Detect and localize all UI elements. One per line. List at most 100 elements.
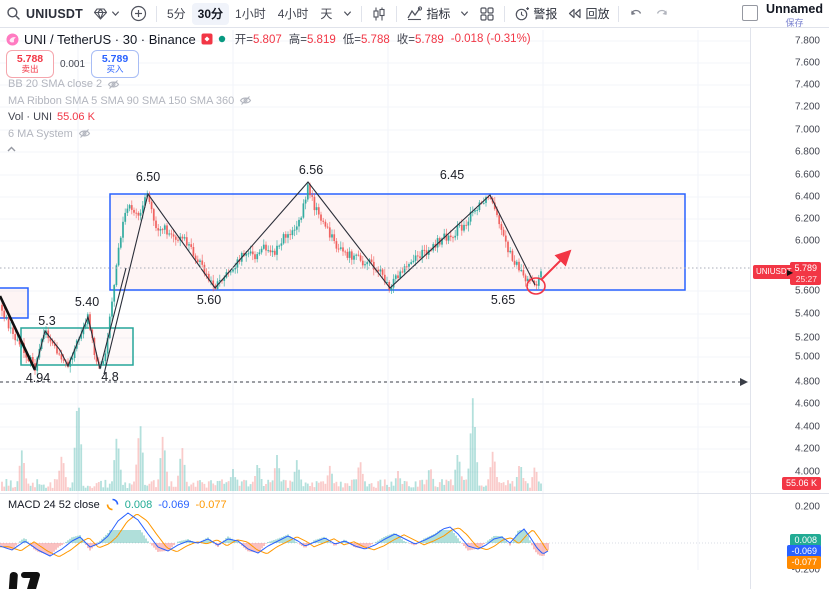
chevron-down-icon[interactable] xyxy=(455,3,474,25)
eye-off-icon[interactable] xyxy=(239,95,252,106)
chart-label-5.60: 5.60 xyxy=(197,293,221,307)
toolbar-separator xyxy=(155,5,157,22)
buy-button[interactable]: 5.789 买入 xyxy=(91,50,140,78)
layout-grid-button[interactable] xyxy=(474,3,500,25)
axis-tick: 4.800 xyxy=(794,376,820,388)
ohlc-label: 收= xyxy=(396,34,415,46)
symbol-axis-badge: UNIUSDT xyxy=(753,265,795,279)
chart-label-6.56: 6.56 xyxy=(299,163,323,177)
candles-icon xyxy=(371,6,387,22)
indicator-row[interactable]: Vol · UNI 55.06 K xyxy=(8,109,252,126)
indicator-row[interactable]: 6 MA System xyxy=(8,126,252,143)
exchange-icon xyxy=(201,33,213,45)
axis-tick: 5.200 xyxy=(794,332,820,344)
macd-title[interactable]: MACD 24 52 close xyxy=(8,498,100,511)
eye-off-icon[interactable] xyxy=(107,79,120,90)
axis-tick: 4.200 xyxy=(794,443,820,455)
indicator-row[interactable]: MA Ribbon SMA 5 SMA 90 SMA 150 SMA 360 xyxy=(8,93,252,110)
grid-layout-icon xyxy=(479,6,495,22)
axis-tick: 7.200 xyxy=(794,101,820,113)
indicator-legend: BB 20 SMA close 2 MA Ribbon SMA 5 SMA 90 … xyxy=(8,76,252,142)
undo-icon xyxy=(628,7,644,21)
indicator-title: BB 20 SMA close 2 xyxy=(8,78,103,91)
timeframe-button-5分[interactable]: 5分 xyxy=(166,7,186,21)
logo-watermark xyxy=(6,571,50,589)
toolbar-separator xyxy=(618,5,620,22)
axis-tick: 6.200 xyxy=(794,213,820,225)
axis-tick: 6.000 xyxy=(794,235,820,247)
chart-label-5.40: 5.40 xyxy=(75,295,99,309)
axis-arrow-icon: ▶ xyxy=(787,268,794,277)
timeframe-button-4小时[interactable]: 4小时 xyxy=(277,7,309,21)
chevron-down-icon[interactable] xyxy=(338,3,357,25)
ohlc-label: 高= xyxy=(288,34,307,46)
symbol-title[interactable]: UNI / TetherUS · 30 · Binance xyxy=(24,31,196,47)
axis-tick: 4.400 xyxy=(794,421,820,433)
chart-canvas[interactable]: 6.50 6.56 6.45 5.60 5.65 5.40 5.3 4.94 4.8 xyxy=(0,28,750,589)
axis-tick: 5.400 xyxy=(794,308,820,320)
indicators-button[interactable]: 指标 xyxy=(401,3,455,25)
axis-tick: 6.800 xyxy=(794,146,820,158)
loader-icon xyxy=(106,498,119,511)
macd-axis-badge: -0.077 xyxy=(787,556,821,569)
price-badge: 5.789 25:27 xyxy=(790,262,821,285)
undo-button[interactable] xyxy=(623,3,649,25)
chart-style-button[interactable] xyxy=(366,3,392,25)
axis-tick: -0.200 xyxy=(791,564,820,576)
alert-label: 警报 xyxy=(533,7,558,21)
indicator-row[interactable]: BB 20 SMA close 2 xyxy=(8,76,252,93)
timeframe-button-1小时[interactable]: 1小时 xyxy=(235,7,266,21)
top-toolbar: UNIUSDT 5分 30分 1小时 4小时天 xyxy=(0,0,829,28)
chart-label-6.45: 6.45 xyxy=(440,168,464,182)
search-icon[interactable] xyxy=(6,6,21,21)
axis-tick: 4.600 xyxy=(794,398,820,410)
volume-badge: 55.06 K xyxy=(781,477,821,490)
chart-label-4.94: 4.94 xyxy=(26,371,50,385)
eye-off-icon[interactable] xyxy=(78,128,91,139)
compare-add-button[interactable] xyxy=(125,3,152,25)
rewind-icon xyxy=(567,7,582,20)
redo-button[interactable] xyxy=(649,3,675,25)
timeframe-button-天[interactable]: 天 xyxy=(320,7,333,21)
price-axis[interactable]: 7.800 7.600 7.400 7.200 7.000 6.800 6.600 6.400… xyxy=(750,28,829,589)
broker-gem-button[interactable] xyxy=(88,3,125,25)
change-value: -0.018 (-0.31%) xyxy=(450,33,531,45)
sell-label: 卖出 xyxy=(21,64,39,75)
indicator-title: 6 MA System xyxy=(8,127,73,140)
save-link[interactable]: 保存 xyxy=(785,18,804,28)
collapse-legend-button[interactable] xyxy=(6,141,17,159)
redo-icon xyxy=(654,7,670,21)
ohlc-item: 收=5.789 xyxy=(397,31,444,47)
ohlc-value: 5.819 xyxy=(306,34,336,46)
alert-button[interactable]: 警报 xyxy=(509,3,562,25)
macd-values: 0.008 -0.069 -0.077 xyxy=(125,499,227,511)
pane-separator[interactable] xyxy=(0,493,829,494)
market-status-dot xyxy=(218,35,226,43)
macd-value: -0.069 xyxy=(158,498,190,511)
symbol-info-row: UNI / TetherUS · 30 · Binance 开=5.807 高=5… xyxy=(6,31,531,47)
timeframe-button-30分[interactable]: 30分 xyxy=(191,2,230,25)
chevron-up-icon xyxy=(6,145,17,154)
axis-tick: 4.000 xyxy=(794,466,820,478)
chart-label-6.50: 6.50 xyxy=(136,170,160,184)
layout-name-block[interactable]: Unnamed 保存 xyxy=(766,2,823,29)
macd-value: -0.077 xyxy=(195,498,227,511)
axis-tick: 7.800 xyxy=(794,35,820,47)
ohlc-label: 开= xyxy=(234,34,253,46)
axis-tick: 7.400 xyxy=(794,79,820,91)
replay-button[interactable]: 回放 xyxy=(562,3,614,25)
replay-label: 回放 xyxy=(585,7,610,21)
indicator-title: MA Ribbon SMA 5 SMA 90 SMA 150 SMA 360 xyxy=(8,94,235,107)
save-layout-area: Unnamed 保存 xyxy=(742,2,823,29)
axis-tick: 5.600 xyxy=(794,285,820,297)
timeframe-switcher: 5分 30分 1小时 4小时天 xyxy=(161,2,338,25)
ohlc-item: 高=5.819 xyxy=(289,31,336,47)
indicator-value: 55.06 K xyxy=(57,111,95,124)
ohlc-item: 低=5.788 xyxy=(343,31,390,47)
indicators-icon xyxy=(406,6,423,21)
sell-button[interactable]: 5.788 卖出 xyxy=(6,50,54,78)
symbol-name: UNIUSDT xyxy=(26,6,83,21)
save-checkbox[interactable] xyxy=(742,5,759,21)
symbol-search-button[interactable]: UNIUSDT xyxy=(21,3,88,25)
